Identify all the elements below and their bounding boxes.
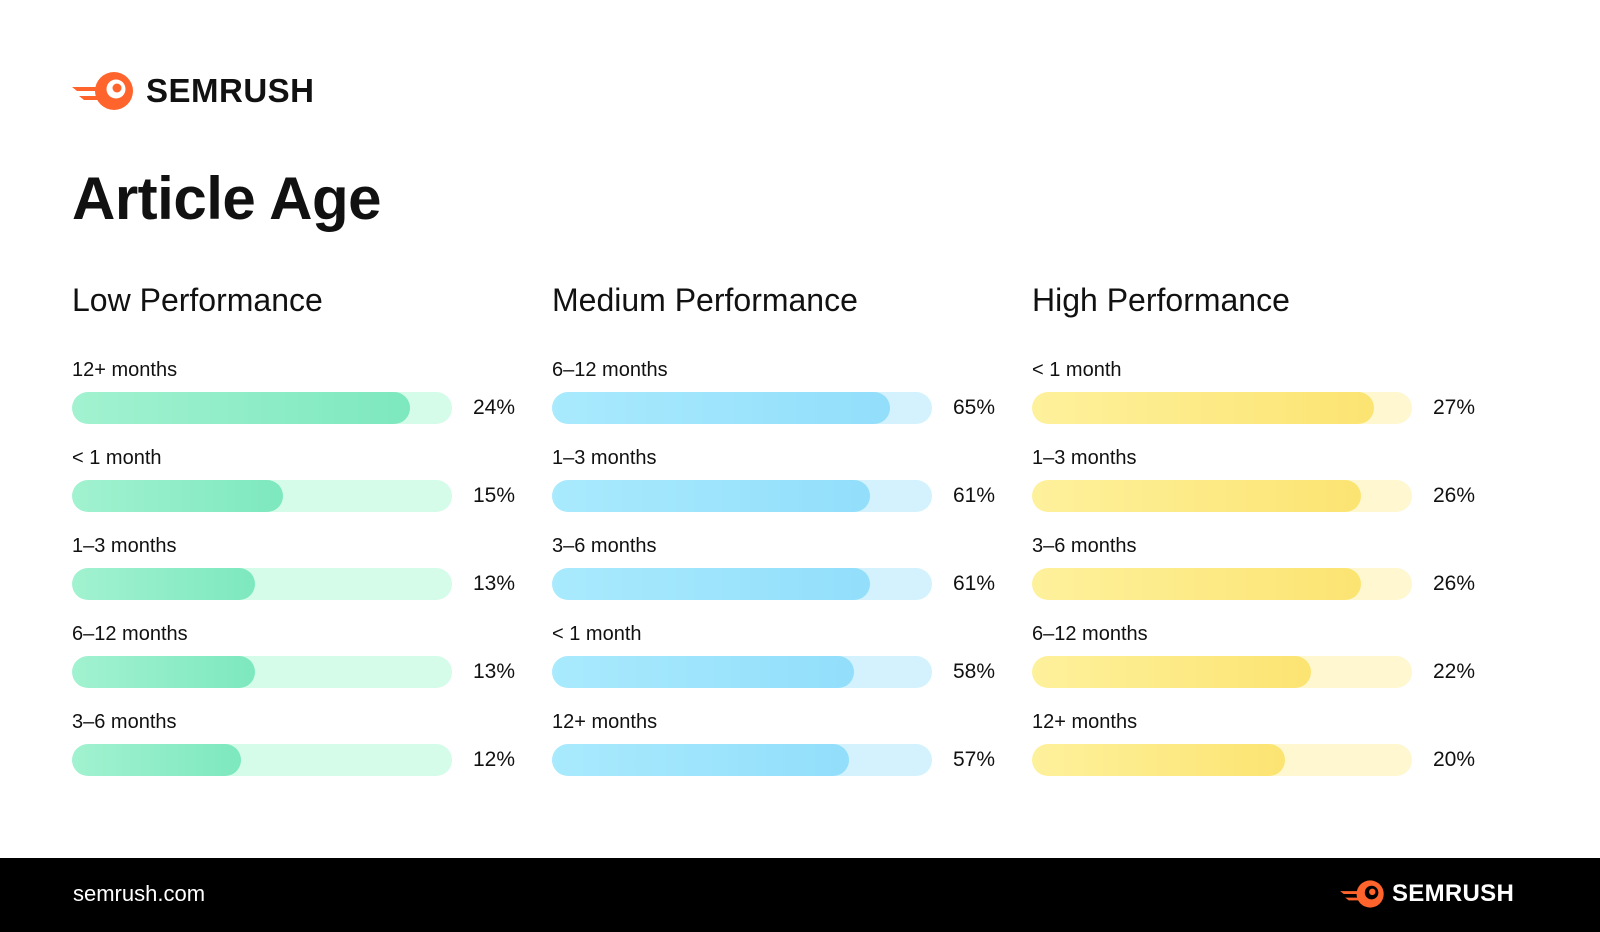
bar-row: 12+ months 24% [72, 358, 542, 446]
semrush-comet-icon [1340, 880, 1384, 908]
semrush-logo: SEMRUSH [72, 70, 315, 112]
bar-category-label: 6–12 months [552, 359, 668, 381]
bar-list: 6–12 months 65% 1–3 months 61% 3–6 months 61%… [552, 358, 1022, 798]
high-performance-panel: High Performance < 1 month 27% 1–3 months 2… [1032, 282, 1502, 776]
bar-value-label: 61% [953, 484, 996, 507]
bar-fill [1032, 480, 1361, 512]
bar-value-label: 13% [473, 660, 516, 683]
bar-track [552, 568, 932, 600]
bar-track [72, 656, 452, 688]
bar-category-label: < 1 month [552, 623, 642, 645]
bar-row: 3–6 months 26% [1032, 534, 1502, 622]
bar-category-label: 6–12 months [1032, 623, 1148, 645]
bar-fill [552, 392, 890, 424]
bar-row: 6–12 months 13% [72, 622, 542, 710]
bar-fill [1032, 744, 1285, 776]
bar-value-label: 26% [1433, 572, 1476, 595]
footer-logo: SEMRUSH [1340, 879, 1514, 909]
bar-fill [552, 656, 854, 688]
bar-track [552, 480, 932, 512]
footer-url: semrush.com [73, 881, 206, 906]
bar-category-label: 3–6 months [72, 711, 177, 733]
bar-value-label: 22% [1433, 660, 1476, 683]
bar-value-label: 12% [473, 748, 516, 771]
bar-value-label: 61% [953, 572, 996, 595]
bar-row: 12+ months 20% [1032, 710, 1502, 798]
bar-fill [72, 392, 410, 424]
bar-value-label: 57% [953, 748, 996, 771]
panel-title: Low Performance [72, 282, 323, 318]
bar-category-label: 12+ months [552, 711, 658, 733]
bar-value-label: 58% [953, 660, 996, 683]
bar-track [1032, 568, 1412, 600]
bar-row: 6–12 months 22% [1032, 622, 1502, 710]
bar-fill [552, 480, 870, 512]
panel-title: Medium Performance [552, 282, 858, 318]
panel-title: High Performance [1032, 282, 1290, 318]
bar-row: 3–6 months 61% [552, 534, 1022, 622]
bar-track [1032, 480, 1412, 512]
semrush-comet-icon [72, 72, 133, 110]
bar-track [72, 744, 452, 776]
bar-row: 12+ months 57% [552, 710, 1022, 798]
bar-track [552, 392, 932, 424]
footer-logo-wordmark: SEMRUSH [1392, 880, 1515, 907]
bar-track [1032, 744, 1412, 776]
bar-track [1032, 392, 1412, 424]
bar-value-label: 13% [473, 572, 516, 595]
bar-value-label: 27% [1433, 396, 1476, 419]
bar-category-label: 12+ months [72, 359, 178, 381]
logo-wordmark: SEMRUSH [146, 72, 315, 109]
bar-track [72, 568, 452, 600]
bar-row: < 1 month 15% [72, 446, 542, 534]
bar-row: 6–12 months 65% [552, 358, 1022, 446]
bar-list: < 1 month 27% 1–3 months 26% 3–6 months 26% 6–… [1032, 358, 1502, 798]
bar-fill [72, 744, 241, 776]
bar-value-label: 15% [473, 484, 516, 507]
bar-fill [1032, 656, 1311, 688]
bar-row: < 1 month 58% [552, 622, 1022, 710]
bar-track [552, 656, 932, 688]
bar-list: 12+ months 24% < 1 month 15% 1–3 months 13% 6–… [72, 358, 542, 798]
bar-fill [1032, 568, 1361, 600]
bar-category-label: < 1 month [1032, 359, 1122, 381]
page-title: Article Age [72, 165, 382, 232]
bar-fill [72, 656, 255, 688]
bar-category-label: < 1 month [72, 447, 162, 469]
bar-value-label: 20% [1433, 748, 1476, 771]
bar-category-label: 12+ months [1032, 711, 1138, 733]
bar-category-label: 1–3 months [552, 447, 657, 469]
footer: semrush.com SEMRUSH [0, 858, 1600, 932]
bar-category-label: 3–6 months [1032, 535, 1137, 557]
bar-value-label: 26% [1433, 484, 1476, 507]
bar-fill [552, 568, 870, 600]
bar-row: 1–3 months 61% [552, 446, 1022, 534]
bar-row: 1–3 months 13% [72, 534, 542, 622]
bar-value-label: 24% [473, 396, 516, 419]
bar-category-label: 6–12 months [72, 623, 188, 645]
bar-category-label: 3–6 months [552, 535, 657, 557]
bar-row: 3–6 months 12% [72, 710, 542, 798]
bar-fill [72, 568, 255, 600]
bar-track [552, 744, 932, 776]
bar-track [72, 480, 452, 512]
bar-value-label: 65% [953, 396, 996, 419]
bar-category-label: 1–3 months [72, 535, 177, 557]
bar-row: < 1 month 27% [1032, 358, 1502, 446]
bar-track [72, 392, 452, 424]
bar-row: 1–3 months 26% [1032, 446, 1502, 534]
bar-fill [1032, 392, 1374, 424]
bar-fill [72, 480, 283, 512]
low-performance-panel: Low Performance 12+ months 24% < 1 month 15… [72, 282, 542, 776]
bar-fill [552, 744, 849, 776]
bar-track [1032, 656, 1412, 688]
bar-category-label: 1–3 months [1032, 447, 1137, 469]
medium-performance-panel: Medium Performance 6–12 months 65% 1–3 mon… [552, 282, 1022, 776]
